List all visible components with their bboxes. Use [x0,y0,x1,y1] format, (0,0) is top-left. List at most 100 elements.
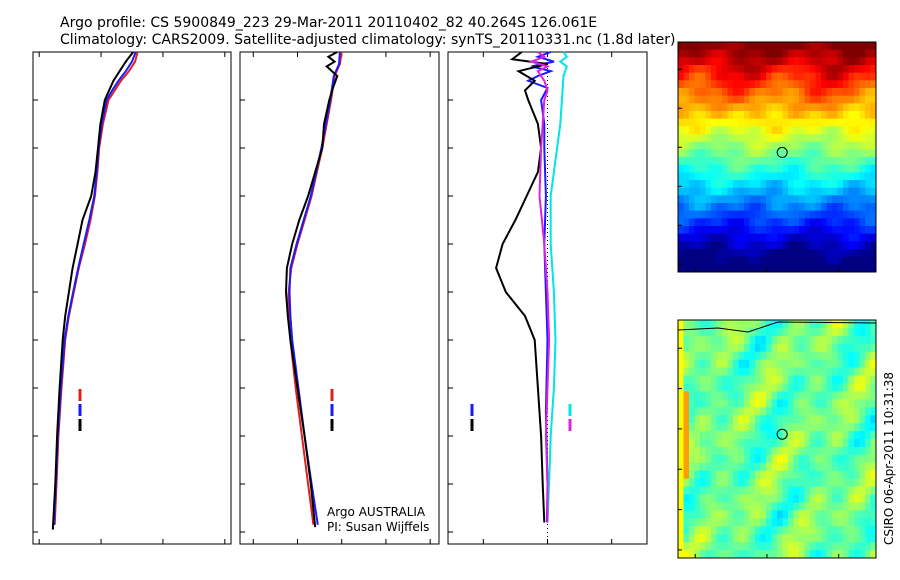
map-cell [727,72,734,81]
map-cell [700,526,706,535]
map-cell [788,415,794,424]
map-cell [788,195,794,204]
map-cell [689,494,695,503]
map-cell [683,462,690,472]
map-cell [760,375,767,384]
map-cell [766,343,772,353]
map-cell [716,134,723,143]
map-cell [700,57,706,66]
map-cell [821,118,827,127]
map-cell [865,375,871,384]
map-cell [705,111,712,120]
map-cell [777,164,783,173]
map-cell [727,502,734,511]
map-cell [755,203,761,212]
map-cell [843,218,849,227]
map-cell [760,550,767,559]
map-cell [689,57,695,66]
map-cell [832,210,838,219]
map-cell [683,502,690,511]
map-cell [854,542,860,551]
map-cell [804,470,811,480]
map-cell [821,375,827,384]
map-cell [837,478,844,487]
map-cell [766,407,772,416]
map-cell [859,359,866,368]
map-cell [832,320,838,329]
map-cell [832,470,838,480]
map-cell [788,249,794,258]
map-cell [870,351,877,361]
map-cell [788,42,794,51]
map-cell [716,439,723,448]
map-cell [782,264,789,273]
map-cell [716,510,723,519]
map-cell [711,126,717,135]
map-cell [843,157,849,166]
map-cell [700,478,706,487]
map-cell [738,407,745,416]
map-cell [865,203,871,212]
map-cell [733,233,739,242]
map-cell [799,518,805,527]
map-cell [700,157,706,166]
map-cell [683,415,690,424]
map-cell [843,423,849,432]
map-cell [716,111,723,120]
map-cell [865,439,871,448]
map-cell [859,249,866,258]
map-cell [766,494,772,503]
map-cell [744,88,750,97]
map-cell [689,502,695,511]
map-cell [854,218,860,227]
map-cell [870,462,877,472]
map-cell [678,367,684,376]
map-cell [694,367,701,376]
map-cell [799,550,805,559]
map-cell [826,233,833,242]
map-cell [777,502,783,511]
map-cell [799,502,805,511]
map-cell [705,65,712,74]
map-cell [689,218,695,227]
map-cell [832,415,838,424]
map-cell [705,149,712,158]
map-cell [738,42,745,51]
map-cell [683,95,690,104]
map-cell [804,241,811,250]
map-cell [744,103,750,112]
map-cell [782,399,789,408]
map-cell [788,187,794,196]
map-cell [689,164,695,173]
map-cell [678,226,684,235]
map-cell [727,233,734,242]
map-cell [821,446,827,456]
map-cell [716,264,723,273]
map-cell [705,494,712,503]
map-cell [810,343,816,353]
map-cell [865,486,871,495]
map-cell [859,526,866,535]
map-cell [744,226,750,235]
map-cell [705,164,712,173]
map-cell [755,407,761,416]
map-cell [755,118,761,127]
map-cell [826,383,833,392]
map-cell [744,415,750,424]
map-cell [843,534,849,543]
map-cell [815,226,822,235]
map-cell [678,478,684,487]
map-cell [793,407,800,416]
map-cell [722,149,728,158]
map-cell [683,510,690,519]
map-cell [859,72,866,81]
map-cell [760,502,767,511]
map-cell [722,210,728,219]
map-cell [859,256,866,265]
map-cell [771,327,778,337]
map-cell [854,550,860,559]
map-cell [749,351,756,361]
map-cell [749,343,756,353]
map-cell [815,486,822,495]
map-cell [810,134,816,143]
